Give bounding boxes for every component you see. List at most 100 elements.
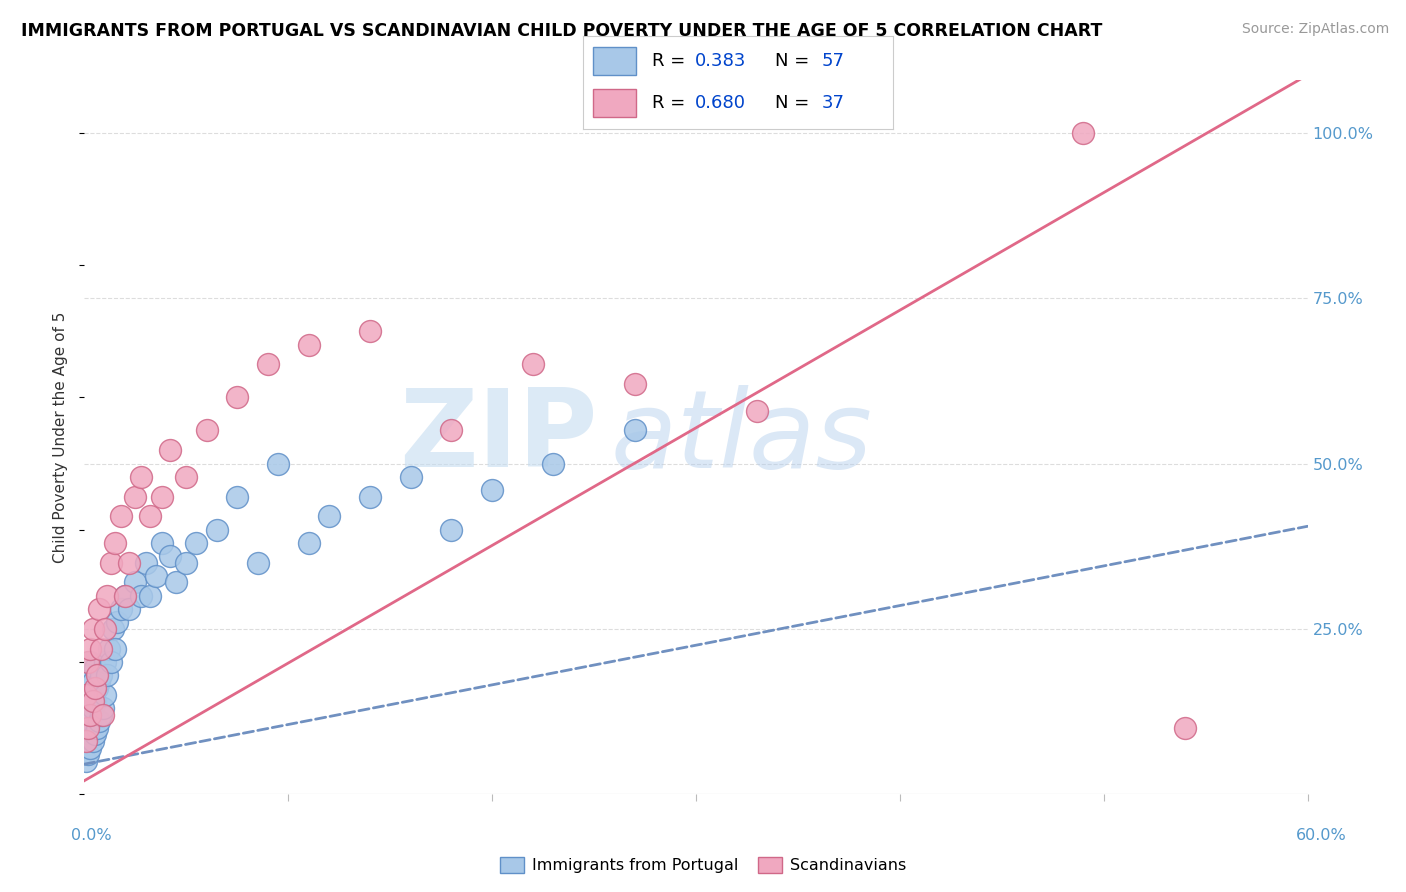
Point	[110, 509, 132, 524]
Point	[79, 688, 101, 702]
Text: 60.0%: 60.0%	[1296, 828, 1347, 843]
Point	[298, 536, 321, 550]
Point	[90, 707, 112, 722]
Bar	[593, 89, 636, 117]
Point	[93, 622, 117, 636]
Text: 0.680: 0.680	[695, 95, 745, 112]
Point	[124, 490, 146, 504]
Text: R =: R =	[651, 95, 690, 112]
Point	[77, 655, 100, 669]
Point	[77, 747, 100, 762]
Point	[79, 641, 101, 656]
Point	[131, 469, 153, 483]
Text: 57: 57	[821, 52, 845, 70]
Point	[267, 457, 290, 471]
Point	[93, 655, 117, 669]
Point	[100, 655, 122, 669]
Point	[1174, 721, 1197, 735]
Point	[83, 681, 105, 695]
Point	[79, 714, 101, 729]
Point	[82, 701, 104, 715]
Point	[522, 358, 544, 372]
Point	[87, 714, 110, 729]
Legend: Immigrants from Portugal, Scandinavians: Immigrants from Portugal, Scandinavians	[494, 850, 912, 880]
Point	[104, 641, 127, 656]
Text: ZIP: ZIP	[399, 384, 598, 490]
Point	[135, 556, 157, 570]
Point	[226, 391, 249, 405]
Point	[91, 701, 114, 715]
Point	[105, 615, 128, 629]
Point	[131, 589, 153, 603]
Point	[176, 469, 198, 483]
Point	[86, 681, 108, 695]
Point	[114, 589, 136, 603]
Point	[176, 556, 198, 570]
Point	[399, 469, 422, 483]
Point	[165, 575, 187, 590]
Point	[83, 694, 105, 708]
Y-axis label: Child Poverty Under the Age of 5: Child Poverty Under the Age of 5	[53, 311, 69, 563]
Point	[159, 443, 181, 458]
Point	[91, 707, 114, 722]
Point	[257, 358, 280, 372]
Point	[82, 674, 104, 689]
Point	[318, 509, 340, 524]
Point	[100, 556, 122, 570]
Point	[87, 674, 110, 689]
Point	[1073, 126, 1095, 140]
Point	[124, 575, 146, 590]
Point	[87, 602, 110, 616]
Point	[747, 403, 769, 417]
Point	[75, 754, 97, 768]
Point	[138, 589, 160, 603]
Point	[97, 641, 120, 656]
Point	[114, 589, 136, 603]
Text: IMMIGRANTS FROM PORTUGAL VS SCANDINAVIAN CHILD POVERTY UNDER THE AGE OF 5 CORREL: IMMIGRANTS FROM PORTUGAL VS SCANDINAVIAN…	[21, 22, 1102, 40]
Point	[77, 721, 100, 735]
Text: R =: R =	[651, 52, 690, 70]
Point	[359, 324, 381, 338]
Point	[83, 661, 105, 675]
Point	[75, 734, 97, 748]
Text: Source: ZipAtlas.com: Source: ZipAtlas.com	[1241, 22, 1389, 37]
Point	[145, 569, 167, 583]
Point	[440, 523, 463, 537]
Point	[77, 694, 100, 708]
Point	[77, 721, 100, 735]
Point	[159, 549, 181, 563]
Point	[96, 589, 118, 603]
Point	[82, 622, 104, 636]
Point	[205, 523, 228, 537]
Point	[359, 490, 381, 504]
Point	[96, 668, 118, 682]
Point	[150, 536, 173, 550]
Point	[543, 457, 565, 471]
Point	[195, 424, 218, 438]
Text: N =: N =	[775, 52, 815, 70]
Point	[90, 668, 112, 682]
Text: N =: N =	[775, 95, 815, 112]
Point	[110, 602, 132, 616]
Point	[624, 377, 647, 392]
Point	[82, 734, 104, 748]
Point	[101, 622, 124, 636]
Point	[481, 483, 503, 497]
Point	[79, 740, 101, 755]
Point	[86, 668, 108, 682]
Point	[75, 707, 97, 722]
Point	[90, 641, 112, 656]
Point	[75, 734, 97, 748]
Point	[86, 721, 108, 735]
Point	[83, 727, 105, 741]
Point	[93, 688, 117, 702]
Text: atlas: atlas	[610, 384, 872, 490]
Point	[79, 655, 101, 669]
Bar	[593, 47, 636, 75]
Point	[186, 536, 208, 550]
Text: 37: 37	[821, 95, 845, 112]
Point	[440, 424, 463, 438]
Point	[150, 490, 173, 504]
Point	[118, 602, 141, 616]
Text: 0.383: 0.383	[695, 52, 747, 70]
